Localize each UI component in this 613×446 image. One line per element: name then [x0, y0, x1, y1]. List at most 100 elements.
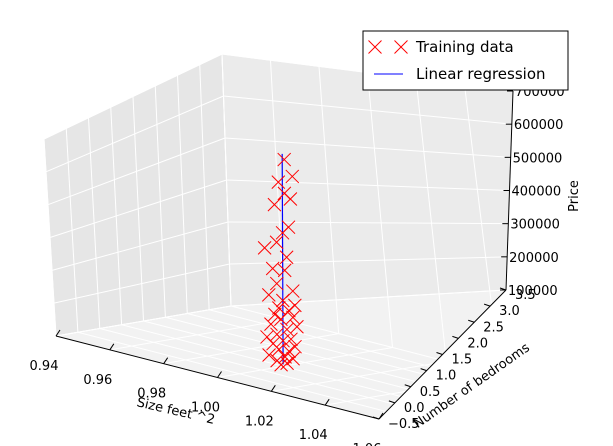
y-tick [404, 384, 411, 388]
legend-marker-x [368, 40, 382, 54]
y-tick-label: 0.5 [420, 385, 441, 400]
data-point [282, 344, 296, 359]
z-tick-label: 100000 [508, 284, 558, 299]
data-point [271, 175, 286, 189]
grid-y-floor [99, 328, 423, 412]
x-tick-label: 1.00 [191, 401, 220, 416]
back-pane [221, 53, 514, 307]
data-point [284, 332, 298, 347]
grid-z-left [53, 263, 230, 304]
legend-box [362, 30, 569, 91]
data-point [264, 317, 278, 332]
x-tick-label: 0.98 [137, 387, 166, 402]
grid-z-left [43, 53, 223, 140]
grid-y-floor [230, 305, 555, 390]
grid-z-left [47, 137, 226, 206]
grid-z-left [45, 95, 224, 173]
grid-z-left [49, 179, 227, 238]
data-point [275, 225, 290, 240]
data-point [277, 152, 292, 167]
x-tick [109, 343, 115, 351]
z-tick-label: 200000 [509, 251, 559, 266]
data-point [279, 250, 294, 265]
data-point [277, 263, 292, 278]
data-point [257, 241, 272, 255]
x-tick [55, 329, 61, 337]
data-point [285, 169, 300, 184]
regression-line [281, 153, 284, 365]
data-point [262, 348, 276, 362]
data-point [269, 276, 284, 291]
z-tick-label: 300000 [510, 218, 560, 233]
y-tick-label: 0.0 [404, 401, 425, 416]
legend-label-linear-regression: Linear regression [416, 65, 546, 83]
x-tick [378, 412, 384, 420]
x-tick-label: 1.02 [245, 414, 274, 429]
data-point [268, 307, 282, 322]
grid-z-left [51, 221, 229, 271]
x-tick-label: 1.04 [299, 428, 328, 443]
data-point [286, 351, 300, 366]
data-point [290, 319, 304, 334]
y-tick [468, 319, 475, 323]
grid-z-back [224, 137, 511, 158]
data-point [269, 235, 284, 250]
y-tick-label: 1.0 [436, 369, 457, 384]
data-point [267, 197, 282, 212]
z-tick-label: 500000 [513, 151, 563, 166]
legend-marker-x [394, 40, 408, 54]
x-tick-label: 0.96 [83, 373, 112, 388]
data-point [265, 261, 280, 276]
data-point [280, 322, 294, 337]
data-point [286, 310, 300, 325]
grid-z-back [223, 95, 512, 125]
tick-labels: 0.940.960.981.001.021.041.06−0.50.00.51.… [30, 85, 565, 446]
z-axis-label: Price [567, 180, 582, 212]
grid-z-left [55, 305, 232, 337]
data-point [280, 356, 294, 371]
data-point [260, 330, 274, 344]
y-tick [388, 400, 396, 404]
legend-marker-training-data [368, 40, 408, 54]
grid-z-back [227, 221, 509, 225]
x-tick [324, 398, 330, 406]
y-tick [483, 303, 491, 307]
grid-x-wall [512, 90, 555, 390]
grid-y-floor [143, 320, 467, 405]
grid-x-wall [415, 78, 447, 362]
y-tick-label: −0.5 [388, 417, 420, 432]
y-tick [452, 335, 459, 339]
y-tick [436, 352, 443, 355]
legend-label-training-data: Training data [415, 38, 514, 56]
y-tick-label: 2.0 [467, 336, 488, 351]
legend: Training data Linear regression [362, 30, 569, 91]
grid-z-back [229, 256, 508, 265]
grid-lines [43, 53, 555, 420]
data-point [272, 301, 286, 315]
y-tick-label: 1.5 [452, 353, 473, 368]
y-tick-label: 3.0 [499, 304, 520, 319]
tick-marks [55, 90, 513, 420]
grid-x-wall [464, 84, 501, 376]
y-tick [372, 416, 380, 420]
data-point [261, 287, 276, 302]
grid-z-back [230, 289, 507, 307]
x-tick-label: 0.94 [30, 359, 59, 374]
plot-area [257, 152, 304, 372]
y-tick [420, 368, 427, 372]
x-tick [163, 357, 169, 364]
data-point [274, 357, 288, 372]
y-tick-label: 2.5 [483, 320, 504, 335]
x-tick-label: 1.06 [353, 442, 382, 446]
z-tick-label: 600000 [514, 118, 564, 133]
z-tick-label: 400000 [512, 185, 562, 200]
data-point [276, 333, 290, 348]
x-tick [217, 371, 222, 378]
grid-y-floor [209, 309, 533, 394]
data-point [274, 312, 288, 327]
data-point [275, 293, 290, 308]
grid-x-wall [367, 72, 393, 348]
grid-y-floor [77, 331, 401, 416]
grid-y-floor [187, 313, 511, 397]
